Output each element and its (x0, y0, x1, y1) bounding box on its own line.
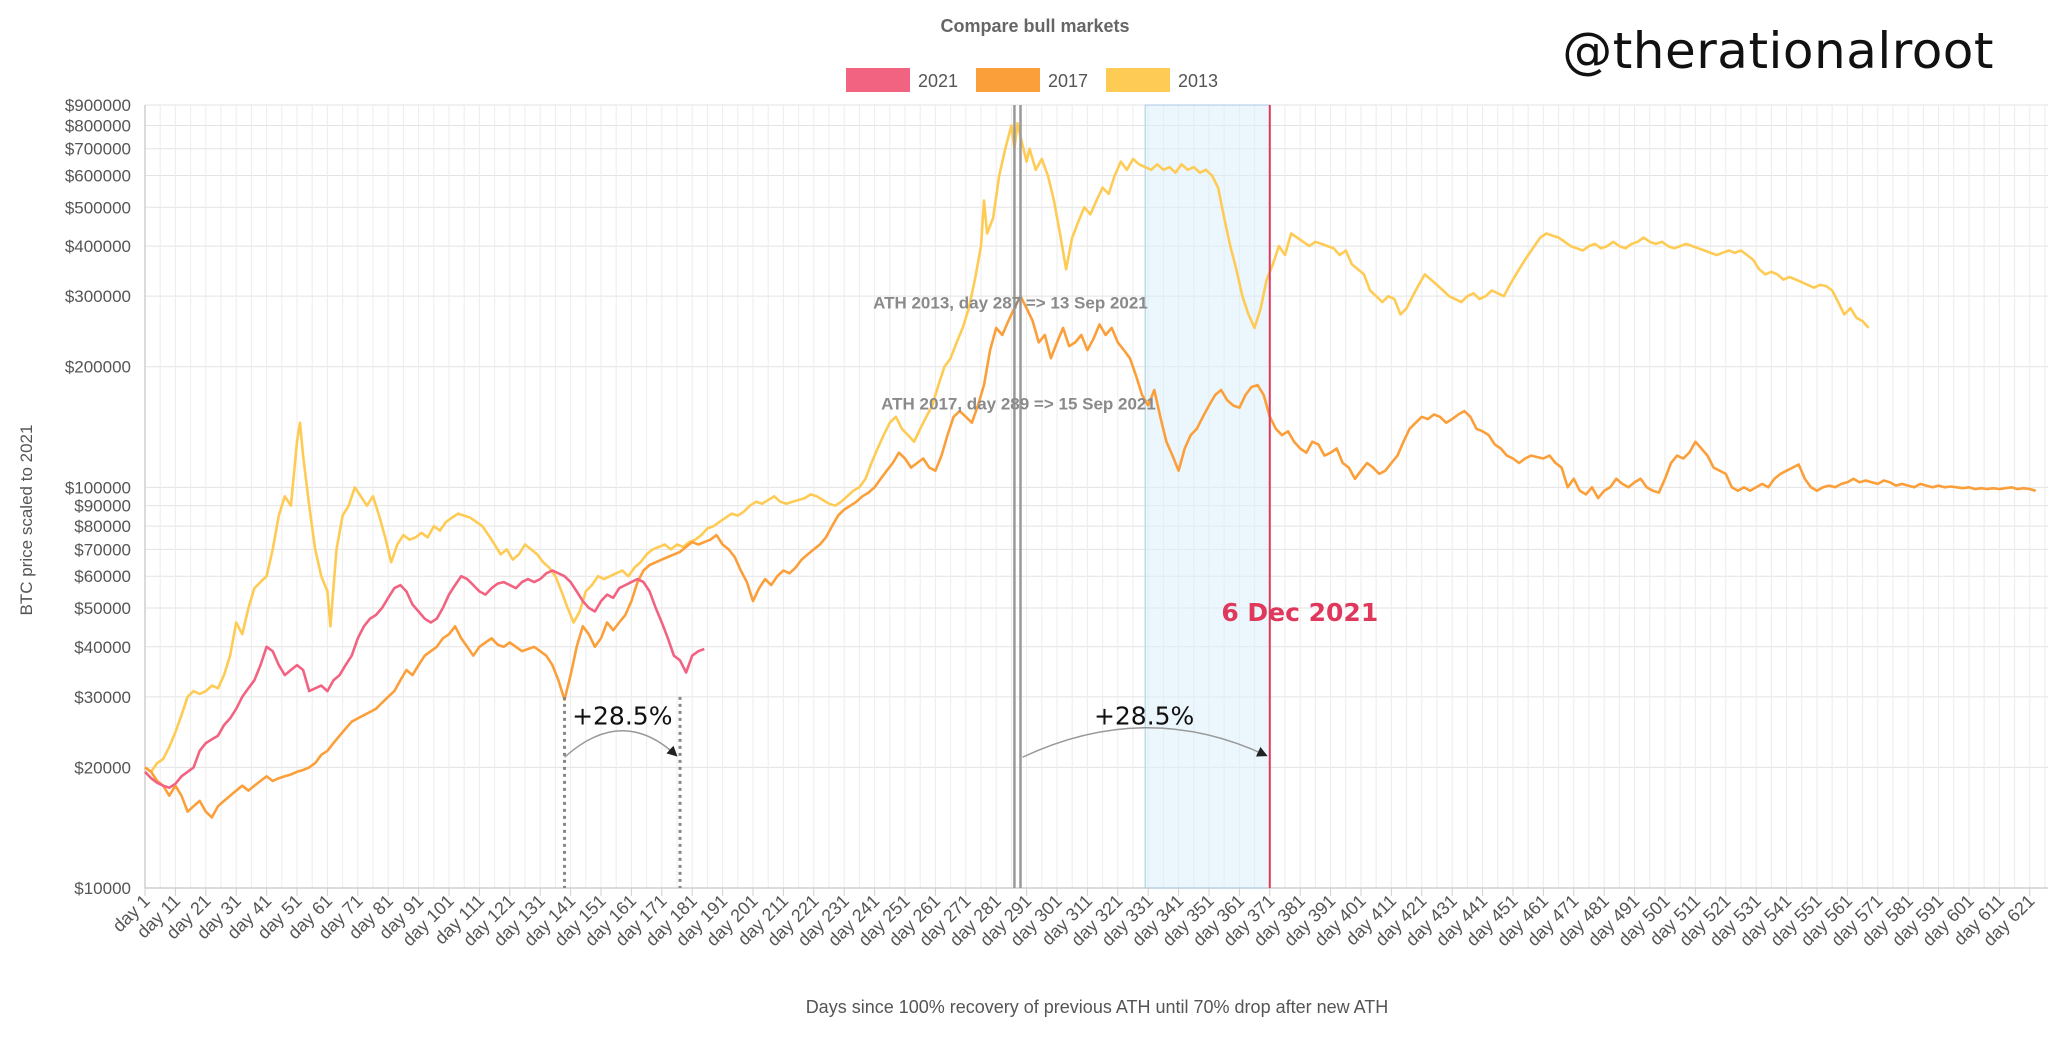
y-tick-label: $500000 (65, 198, 131, 217)
ath-2017-label: ATH 2017, day 289 => 15 Sep 2021 (881, 394, 1156, 413)
legend-item-2013[interactable]: 2013 (1106, 68, 1218, 92)
y-tick-label: $600000 (65, 167, 131, 186)
y-tick-label: $20000 (74, 758, 131, 777)
y-tick-label: $800000 (65, 116, 131, 135)
y-tick-label: $200000 (65, 358, 131, 377)
y-tick-label: $300000 (65, 287, 131, 306)
y-tick-label: $700000 (65, 140, 131, 159)
legend-swatch-2013 (1106, 68, 1170, 92)
pct-label-left: +28.5% (572, 701, 672, 730)
watermark-handle: @therationalroot (1562, 22, 1994, 80)
highlight-band (1144, 104, 1271, 889)
legend-swatch-2021 (846, 68, 910, 92)
legend-item-2021[interactable]: 2021 (846, 68, 958, 92)
y-tick-label: $10000 (74, 879, 131, 898)
y-tick-label: $90000 (74, 497, 131, 516)
y-tick-label: $40000 (74, 638, 131, 657)
legend-label-2013: 2013 (1178, 71, 1218, 91)
y-axis: $10000 $20000 $30000 $40000 $50000 $60000 $700… (65, 96, 131, 898)
series-lines (144, 122, 2037, 819)
chart-title: Compare bull markets (940, 16, 1129, 36)
y-tick-label: $900000 (65, 96, 131, 115)
series-line-2021 (144, 569, 705, 789)
y-tick-label: $50000 (74, 599, 131, 618)
legend: 2021 2017 2013 (846, 68, 1218, 92)
series-line-2013 (144, 122, 1870, 774)
legend-swatch-2017 (976, 68, 1040, 92)
y-tick-label: $100000 (65, 478, 131, 497)
y-tick-label: $80000 (74, 517, 131, 536)
legend-label-2021: 2021 (918, 71, 958, 91)
arc-arrow-right (1022, 727, 1268, 758)
y-axis-label: BTC price scaled to 2021 (17, 425, 36, 616)
y-tick-label: $30000 (74, 688, 131, 707)
y-tick-label: $70000 (74, 540, 131, 559)
dec-6-label: 6 Dec 2021 (1221, 598, 1378, 627)
series-line-2017 (144, 294, 2037, 819)
arc-arrow-left (564, 729, 678, 758)
pct-label-right: +28.5% (1094, 701, 1194, 730)
ath-2013-label: ATH 2013, day 287 => 13 Sep 2021 (873, 294, 1148, 313)
y-tick-label: $400000 (65, 237, 131, 256)
annotations: ATH 2013, day 287 => 13 Sep 2021 ATH 2017… (563, 105, 1378, 888)
legend-item-2017[interactable]: 2017 (976, 68, 1088, 92)
grid (144, 104, 2048, 889)
x-axis-label: Days since 100% recovery of previous ATH… (806, 997, 1389, 1017)
legend-label-2017: 2017 (1048, 71, 1088, 91)
y-tick-label: $60000 (74, 567, 131, 586)
